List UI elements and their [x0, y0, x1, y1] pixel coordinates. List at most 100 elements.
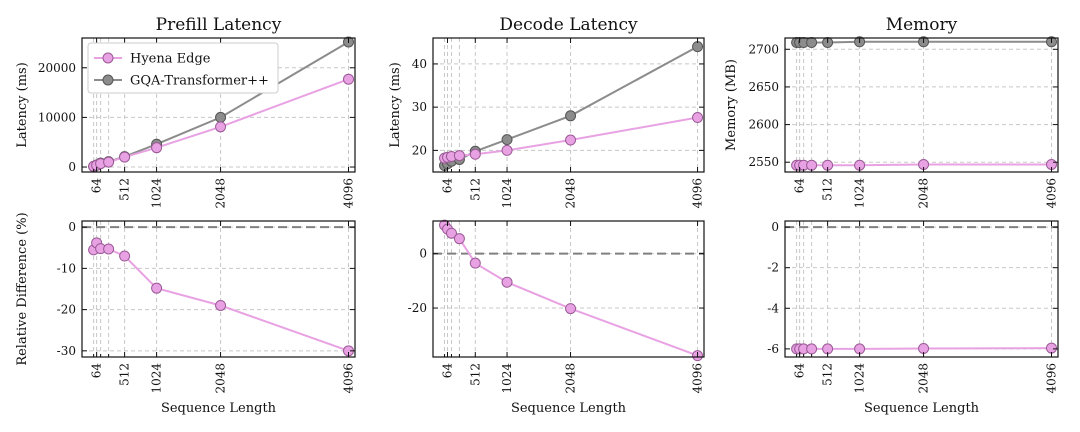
y-tick-label: 2700	[748, 42, 779, 56]
axes-frame	[432, 37, 705, 173]
y-tick-label: -4	[767, 301, 779, 315]
data-point-hyena-edge	[103, 156, 115, 168]
panel-3: 64 512 1024 2048 4096 2550 2600 2650 2700 Memory M…	[724, 15, 1059, 209]
x-axis-label: Sequence Length	[864, 401, 980, 416]
y-tick-label: -30	[57, 344, 76, 358]
x-tick-label: 4096	[691, 363, 705, 394]
data-point-hyena-edge	[453, 233, 465, 245]
legend-label-gqa-transformer: GQA-Transformer++	[130, 74, 269, 89]
x-tick-label: 2048	[917, 178, 931, 209]
y-tick-label: -20	[57, 303, 76, 317]
y-tick-label: 40	[412, 57, 427, 71]
x-tick-label: 4096	[342, 363, 356, 394]
x-tick-label: 1024	[500, 363, 514, 394]
data-point-hyena-edge	[469, 257, 481, 269]
data-point-hyena-edge	[343, 73, 355, 85]
y-tick-label: 0	[419, 247, 427, 261]
y-tick-label: 0	[771, 220, 779, 234]
x-tick-label: 4096	[1045, 178, 1059, 209]
data-point-hyena-edge	[918, 342, 930, 354]
data-point-hyena-edge	[103, 243, 115, 255]
data-point-hyena-edge	[151, 142, 163, 154]
data-point-hyena-edge	[692, 112, 704, 124]
y-tick-label: 2550	[748, 155, 779, 169]
data-point-hyena-edge	[806, 343, 818, 355]
panel-1: 64 512 1024 2048 4096 0 10000 20000 Prefill Late…	[15, 15, 356, 209]
data-point-hyena-edge	[501, 144, 513, 156]
x-tick-label: 64	[793, 178, 807, 194]
y-axis-label: Latency (ms)	[388, 62, 403, 148]
panel-6: 64 512 1024 2048 4096 0 -2 -4 -6 Sequence Length	[767, 220, 1059, 416]
x-tick-label: 512	[821, 363, 835, 386]
series-line-hyena-edge	[443, 224, 698, 357]
x-tick-label: 64	[90, 363, 104, 379]
x-tick-label: 1024	[150, 178, 164, 209]
x-tick-label: 512	[118, 363, 132, 386]
axes-frame	[784, 37, 1059, 173]
y-tick-label: 10000	[38, 110, 76, 124]
x-tick-label: 64	[441, 363, 455, 379]
x-tick-label: 512	[118, 178, 132, 201]
x-tick-label: 1024	[853, 178, 867, 209]
x-tick-label: 1024	[500, 178, 514, 209]
x-tick-label: 64	[793, 363, 807, 379]
y-tick-label: -2	[767, 261, 779, 275]
data-point-hyena-edge	[469, 148, 481, 160]
data-point-hyena-edge	[215, 121, 227, 133]
data-point-hyena-edge	[119, 151, 131, 163]
axes-frame	[81, 220, 356, 358]
x-tick-label: 4096	[342, 178, 356, 209]
y-axis-label: Memory (MB)	[724, 59, 739, 151]
data-point-hyena-edge	[151, 282, 163, 294]
data-point-hyena-edge	[565, 303, 577, 315]
y-tick-label: -6	[767, 342, 779, 356]
y-tick-label: 2650	[748, 80, 779, 94]
x-tick-label: 2048	[564, 178, 578, 209]
legend-marker-hyena-edge	[102, 52, 114, 64]
y-axis-label: Relative Difference (%)	[15, 212, 30, 365]
panel-title: Memory	[886, 15, 958, 35]
x-tick-label: 1024	[853, 363, 867, 394]
y-tick-label: 30	[412, 100, 427, 114]
panel-4: 64 512 1024 2048 4096 0 -10 -20 -30 Sequence Leng…	[15, 212, 356, 416]
axes-frame	[81, 37, 356, 173]
data-point-gqa-transformer	[806, 37, 818, 49]
legend-label-hyena-edge: Hyena Edge	[130, 52, 211, 67]
panel-5: 64 512 1024 2048 4096 0 -20 Sequence Length	[408, 219, 705, 416]
legend-marker-gqa-transformer	[102, 74, 114, 86]
legend-box	[87, 42, 279, 94]
x-tick-label: 1024	[150, 363, 164, 394]
data-point-hyena-edge	[453, 150, 465, 162]
x-tick-label: 2048	[214, 178, 228, 209]
y-tick-label: 20	[412, 143, 427, 157]
legend: Hyena Edge GQA-Transformer++	[87, 42, 279, 94]
axes-frame	[784, 220, 1059, 358]
x-tick-label: 2048	[214, 363, 228, 394]
x-axis-label: Sequence Length	[161, 401, 277, 416]
x-tick-label: 64	[90, 178, 104, 194]
data-point-hyena-edge	[445, 227, 457, 239]
data-point-hyena-edge	[1046, 342, 1058, 354]
y-tick-label: 20000	[38, 61, 76, 75]
data-point-gqa-transformer	[501, 134, 513, 146]
x-tick-label: 512	[821, 178, 835, 201]
y-tick-label: -10	[57, 261, 76, 275]
axes-frame	[432, 220, 705, 358]
y-tick-label: 0	[68, 160, 76, 174]
x-axis-label: Sequence Length	[511, 401, 627, 416]
y-tick-label: 2600	[748, 118, 779, 132]
x-tick-label: 4096	[1045, 363, 1059, 394]
data-point-hyena-edge	[565, 134, 577, 146]
panel-2: 64 512 1024 2048 4096 20 30 40 Decode Latency Lat…	[388, 15, 705, 209]
data-point-hyena-edge	[119, 250, 131, 262]
data-point-hyena-edge	[215, 299, 227, 311]
panel-title: Prefill Latency	[156, 15, 282, 35]
x-tick-label: 2048	[917, 363, 931, 394]
x-tick-label: 4096	[691, 178, 705, 209]
x-tick-label: 64	[441, 178, 455, 194]
data-point-gqa-transformer	[692, 41, 704, 53]
y-tick-label: -20	[408, 301, 427, 315]
x-tick-label: 512	[468, 178, 482, 201]
y-axis-label: Latency (ms)	[15, 62, 30, 148]
